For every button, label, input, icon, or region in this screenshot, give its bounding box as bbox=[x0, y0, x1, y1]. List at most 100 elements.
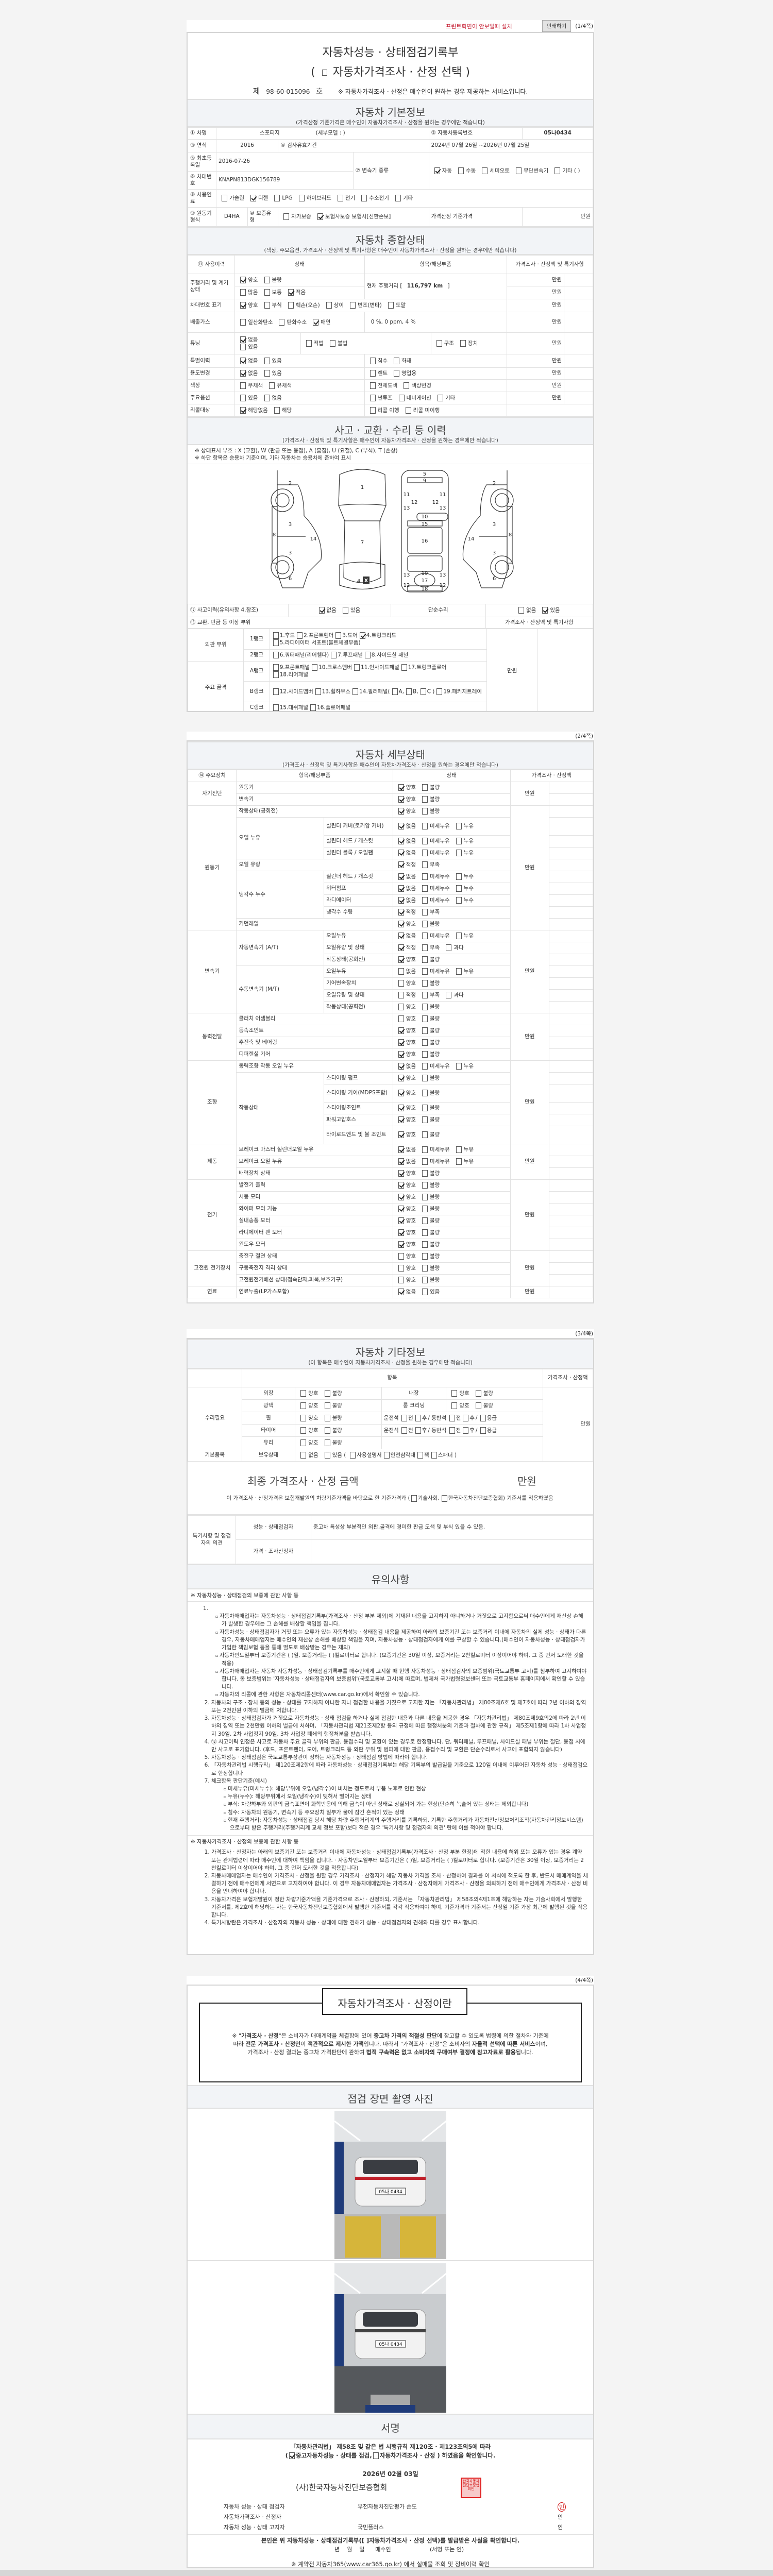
checkbox-label: 전 bbox=[456, 1415, 461, 1421]
check-option: 양호 bbox=[395, 1265, 416, 1272]
accident-notes: ※ 상태표시 부호 : X (교환), W (판금 또는 용접), A (흠집)… bbox=[188, 445, 593, 464]
buyer-signature: (서명 또는 인) bbox=[430, 2546, 464, 2553]
checkbox-label: 훼손(오손) bbox=[295, 302, 320, 309]
check-option: 기타 bbox=[392, 195, 413, 202]
checkbox-label: 화재 bbox=[401, 358, 412, 364]
price-note bbox=[549, 1102, 593, 1114]
checkbox bbox=[422, 1170, 428, 1177]
checkbox-label: 있음 bbox=[430, 1289, 440, 1295]
part-number: 9 bbox=[423, 478, 426, 484]
group-label: 연료 bbox=[188, 1286, 237, 1298]
page-3: 자동차 기타정보 (이 항목은 매수인이 자동차가격조사 · 산정을 원하는 경… bbox=[187, 1338, 594, 1955]
association-seal: 한국자동차진단보증협회인 bbox=[461, 2478, 481, 2498]
part-number: 5 bbox=[423, 471, 426, 477]
checkbox-label: 불량 bbox=[430, 980, 440, 987]
print-install-link[interactable]: 프린트화면이 안보일때 설치 bbox=[446, 23, 512, 30]
caution-item: 자동차성능 · 상태점검은 국토교통부장관이 정하는 자동차성능 · 상태점검 … bbox=[211, 1754, 588, 1761]
sub-item-label: 오일누유 bbox=[324, 930, 393, 942]
rear-wheel-hub bbox=[495, 560, 509, 574]
checkbox bbox=[398, 992, 404, 999]
about-segment: 됩니다. bbox=[515, 2048, 533, 2056]
check-option: 부족 bbox=[419, 909, 440, 916]
checks: 구조 장치 bbox=[430, 332, 507, 354]
signer-row: 자동차 성능 · 상태 점검자 부천자동차진단평가 손도 인 bbox=[188, 2502, 593, 2513]
check-option: 9.프론트패널 bbox=[272, 664, 310, 671]
checkbox bbox=[480, 1414, 486, 1421]
price-note bbox=[549, 977, 593, 990]
checkbox-label: 무채색 bbox=[248, 382, 263, 389]
other-info-header: 자동차 기타정보 (이 항목은 매수인이 자동차가격조사 · 산정을 원하는 경… bbox=[188, 1339, 593, 1369]
state-checks: 양호 불량 bbox=[392, 1072, 511, 1084]
check-option: 불량 bbox=[419, 1253, 440, 1260]
checkbox-label: 불량 bbox=[430, 956, 440, 963]
front-wheel-hub bbox=[275, 493, 290, 507]
state-checks: 적정 부족 과다 bbox=[392, 989, 511, 1002]
checkbox-label: 자동 bbox=[442, 167, 452, 174]
state-checks: 양호 불량 bbox=[392, 1037, 511, 1049]
item-label: 자동변속기 (A/T) bbox=[236, 930, 325, 966]
row-label: 주행거리 및 계기상태 bbox=[188, 274, 236, 299]
checkbox bbox=[422, 909, 428, 916]
check-option: 전체도색 bbox=[367, 382, 397, 389]
trunk bbox=[339, 562, 385, 590]
checkbox-label: C ) bbox=[427, 688, 435, 695]
caution-item: 자동차인도일부터 보증기간은 ( )일, 보증거리는 ( )킬로미터로 합니다.… bbox=[220, 1652, 588, 1667]
checkbox-label: 부족 bbox=[430, 944, 440, 951]
checkbox-label: 양호 bbox=[406, 808, 416, 815]
checkbox-label: 불법 bbox=[337, 340, 348, 347]
checkbox bbox=[456, 1146, 462, 1154]
page-number: (4/4쪽) bbox=[575, 1977, 593, 1984]
check-option: 없음 bbox=[297, 1451, 318, 1459]
row-label: 수리필요 bbox=[188, 1387, 242, 1449]
checkbox-label: 불량 bbox=[430, 1206, 440, 1212]
check-option: 적정 bbox=[395, 992, 416, 999]
checkbox bbox=[369, 394, 376, 401]
price-note bbox=[549, 793, 593, 806]
checkbox-label: 양호 bbox=[406, 796, 416, 803]
checkbox bbox=[312, 664, 318, 671]
price-unit: 만원 bbox=[510, 1286, 550, 1298]
state-checks: 없음 미세누수 누수 bbox=[392, 894, 511, 907]
car-name-value: 스포티지 bbox=[260, 130, 280, 137]
checks: 양호 불량 bbox=[234, 274, 365, 286]
final-price-label: 최종 가격조사 · 산정 금액 bbox=[247, 1475, 359, 1487]
checkbox bbox=[240, 336, 246, 343]
part-number: 3 bbox=[289, 522, 292, 528]
checks: 없음 있음 bbox=[234, 354, 365, 368]
check-option: B, bbox=[405, 688, 418, 696]
checkbox bbox=[240, 394, 246, 401]
checkbox bbox=[456, 823, 462, 830]
check-option: 있음 bbox=[539, 607, 560, 614]
checks: 있음 없음 bbox=[234, 392, 365, 404]
car-side-body bbox=[277, 470, 322, 588]
side-sill bbox=[272, 506, 278, 564]
checkbox-label: 탄화수소 bbox=[287, 319, 307, 326]
checkbox-label: 양호 bbox=[406, 1277, 416, 1283]
checkbox bbox=[398, 1289, 404, 1296]
checkbox-label: 불량 bbox=[430, 1105, 440, 1111]
check-option: 전 bbox=[400, 1427, 413, 1434]
checkbox bbox=[269, 382, 275, 389]
sub-item-label: 오일유량 및 상태 bbox=[324, 989, 393, 1002]
check-option: 디젤 bbox=[247, 195, 268, 202]
appraiser-remark bbox=[310, 1539, 593, 1564]
checkbox bbox=[431, 1451, 437, 1459]
checkbox bbox=[350, 1451, 356, 1459]
checkbox bbox=[240, 406, 246, 414]
checkbox-label: 미세누유 bbox=[430, 838, 450, 844]
check-option: 불량 bbox=[419, 1051, 440, 1058]
checks: 없음 있음 bbox=[288, 604, 391, 617]
checkbox-label: 양호 bbox=[248, 277, 258, 283]
checkbox-label: 하이브리드 bbox=[306, 195, 331, 201]
overall-table: ⑪ 사용이력 상태 항목/해당부품 가격조사 · 산정액 및 특기사항 주행거리 및 … bbox=[188, 255, 593, 417]
checkbox bbox=[324, 1427, 330, 1434]
signer-name: 부천자동차진단평가 손도 bbox=[358, 2503, 417, 2510]
checkbox-label: 없음 bbox=[248, 370, 258, 377]
price-unit: 만원 bbox=[506, 392, 565, 404]
checkbox-label: 양호 bbox=[248, 302, 258, 309]
checkbox bbox=[422, 1265, 428, 1272]
checkbox-label: 적정 bbox=[406, 909, 416, 916]
checkbox-label: 수소전기 bbox=[369, 195, 389, 201]
print-button[interactable]: 인쇄하기 bbox=[542, 20, 572, 32]
checkbox-label: 양호 bbox=[406, 1075, 416, 1081]
